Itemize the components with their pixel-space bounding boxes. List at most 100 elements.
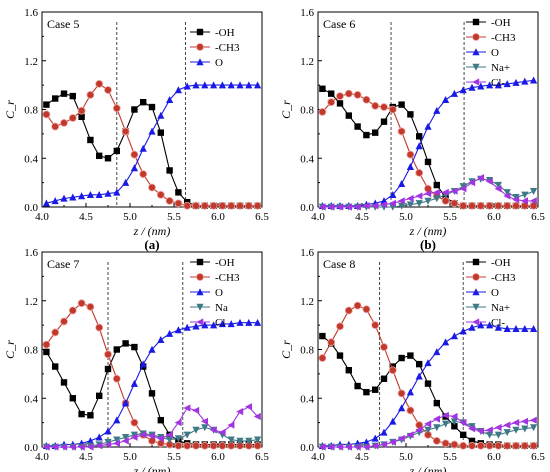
x-tick-label: 6.0	[211, 211, 225, 223]
legend-marker	[472, 258, 480, 266]
data-point	[175, 189, 182, 196]
y-tick-label: 0.0	[300, 442, 314, 454]
data-point	[512, 426, 520, 434]
case-label: Case 7	[47, 257, 79, 271]
data-point	[95, 442, 103, 450]
data-point	[77, 106, 86, 115]
data-point	[521, 425, 529, 433]
data-point	[336, 203, 344, 211]
data-point	[459, 185, 467, 193]
data-point	[485, 441, 494, 450]
data-point	[362, 438, 370, 446]
data-point	[236, 408, 244, 416]
data-point	[60, 119, 68, 127]
data-point	[468, 425, 476, 433]
data-point	[60, 443, 68, 451]
data-point	[354, 382, 361, 390]
legend-marker	[472, 33, 480, 41]
data-point	[380, 200, 388, 209]
data-point	[362, 443, 370, 451]
legend-marker	[472, 288, 480, 296]
data-point	[468, 323, 476, 331]
data-point	[69, 443, 76, 451]
data-point	[42, 199, 50, 207]
data-point	[530, 424, 538, 432]
data-point	[174, 419, 182, 427]
legend-label: -CH3	[491, 32, 516, 44]
data-point	[218, 81, 226, 89]
y-axis-label: C_r	[279, 100, 293, 119]
data-point	[139, 431, 147, 439]
data-point	[459, 183, 467, 191]
data-point	[113, 147, 120, 155]
data-point	[96, 392, 103, 400]
x-tick-label: 4.0	[311, 211, 325, 223]
x-tick-label: 5.0	[399, 451, 413, 463]
chart-panel-d: 4.0 4.5 5.0 5.5 6.0 6.5 0.0 0.4 0.8 1.2 1.6 z / (nm…	[279, 247, 545, 472]
y-tick-label: 0.4	[24, 393, 38, 405]
y-tick-label: 0.4	[24, 153, 38, 165]
x-axis-label: z / (nm)	[409, 464, 447, 472]
data-point	[192, 426, 200, 434]
data-point	[485, 177, 493, 186]
data-point	[68, 306, 77, 315]
data-point	[183, 431, 191, 439]
data-point	[345, 203, 352, 211]
data-point	[406, 201, 414, 209]
data-point	[148, 103, 156, 111]
y-tick-label: 1.6	[24, 247, 38, 259]
data-point	[468, 83, 476, 91]
data-point	[192, 406, 200, 415]
data-point	[380, 375, 388, 382]
data-point	[407, 352, 414, 359]
data-point	[104, 189, 112, 197]
data-point	[433, 188, 440, 196]
data-point	[130, 418, 139, 427]
data-point	[494, 81, 502, 89]
x-tick-label: 4.5	[355, 211, 369, 223]
data-point	[503, 324, 511, 332]
data-point	[236, 318, 244, 326]
data-point	[406, 431, 414, 439]
data-point	[104, 440, 112, 449]
data-point	[362, 202, 370, 210]
data-point	[424, 426, 432, 434]
x-tick-label: 6.5	[531, 211, 545, 223]
data-point	[521, 197, 528, 205]
data-point	[201, 321, 209, 329]
data-point	[174, 441, 183, 450]
legend-marker	[196, 28, 204, 36]
data-point	[183, 201, 192, 210]
data-point	[503, 429, 511, 437]
data-point	[451, 423, 458, 430]
legend-marker	[472, 63, 480, 71]
data-point	[42, 340, 51, 349]
data-point	[156, 190, 165, 199]
data-point	[450, 332, 458, 340]
data-point	[345, 367, 352, 374]
x-tick-label: 5.0	[399, 211, 413, 223]
y-tick-label: 0.4	[300, 393, 314, 405]
data-point	[363, 131, 370, 139]
data-point	[112, 104, 121, 113]
x-tick-label: 4.5	[79, 451, 93, 463]
data-point	[236, 81, 244, 89]
data-point	[433, 106, 441, 114]
y-tick-label: 0.8	[300, 345, 314, 357]
data-point	[416, 133, 423, 140]
data-point	[166, 95, 174, 103]
data-point	[318, 354, 327, 362]
data-point	[68, 114, 77, 122]
data-point	[165, 431, 173, 439]
data-point	[398, 354, 405, 362]
x-tick-label: 6.5	[531, 451, 545, 463]
data-point	[494, 201, 503, 210]
data-point	[227, 81, 235, 89]
data-point	[415, 372, 423, 380]
data-point	[104, 427, 112, 435]
legend-marker	[472, 48, 480, 56]
data-point	[95, 433, 103, 441]
data-point	[529, 441, 538, 450]
data-point	[104, 86, 112, 94]
data-point	[512, 324, 520, 332]
